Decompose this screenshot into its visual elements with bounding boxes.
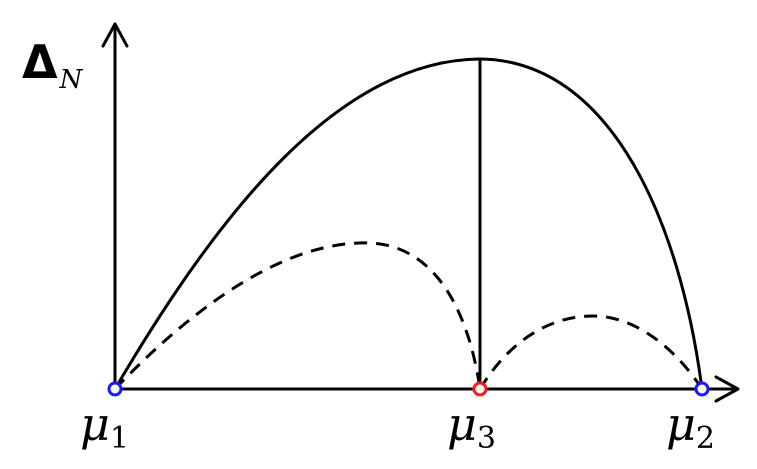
x-axis-arrowhead [714,375,740,403]
solid-curve [113,57,704,390]
y-axis-label: ΔN [22,35,84,95]
point-mu1 [107,381,123,397]
point-mu2 [694,381,710,397]
point-mu3 [472,381,488,397]
label-mu2-subscript: 2 [696,421,715,456]
y-axis-label-subscript: N [59,65,84,95]
label-mu3-subscript: 3 [477,421,496,456]
y-axis-arrowhead [101,22,129,48]
label-mu3-symbol: μ [447,397,477,451]
y-axis-label-symbol: Δ [22,35,58,89]
label-mu3: μ3 [447,397,496,456]
dashed-curve-right [478,314,704,390]
dashed-curve-left [113,241,482,391]
label-mu1: μ1 [80,397,129,456]
label-mu1-symbol: μ [80,397,110,451]
label-mu2: μ2 [666,397,715,456]
label-mu1-subscript: 1 [110,421,129,456]
label-mu2-symbol: μ [666,397,696,451]
